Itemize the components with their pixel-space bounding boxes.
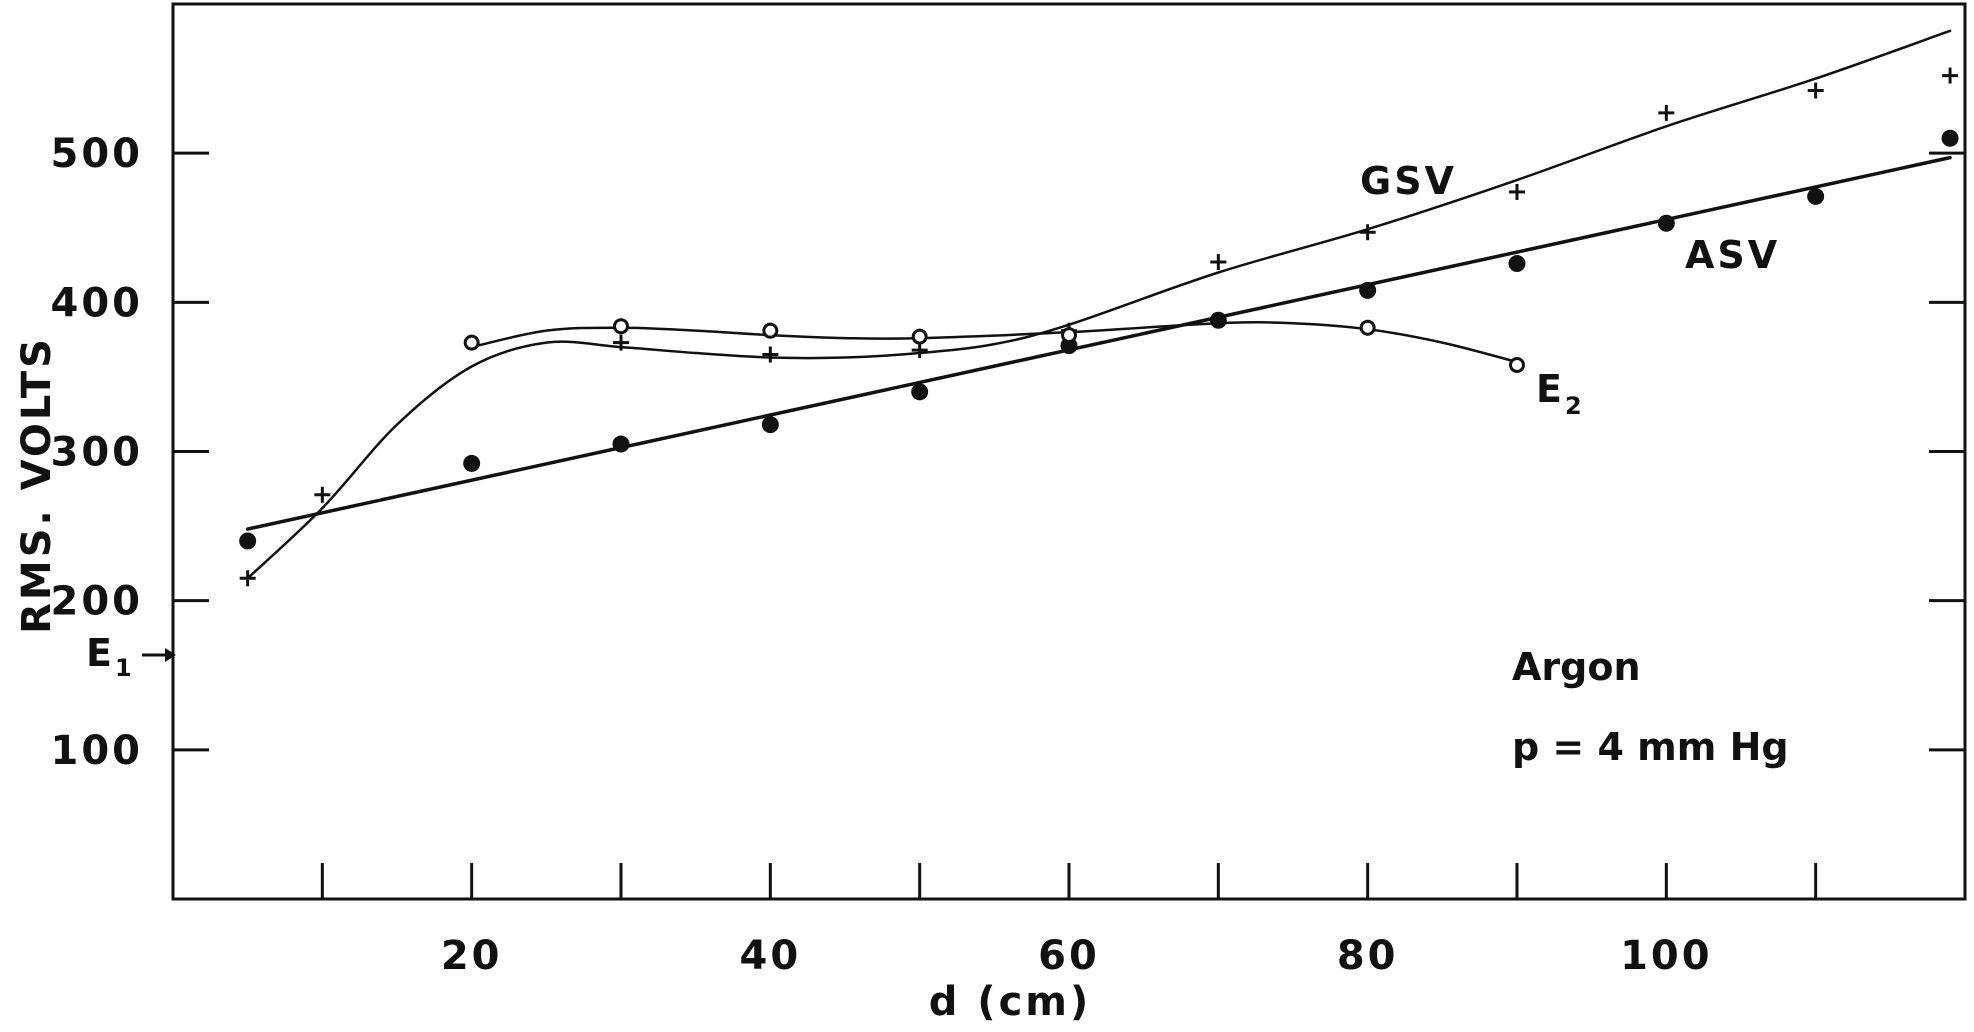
data-marks [239,68,1958,587]
point-e2-20 [465,336,478,349]
point-e2-50 [913,330,926,343]
series-label-e2-subscript: 2 [1565,392,1585,420]
fit-asv [248,158,1950,529]
e1-label: E1 [86,631,135,682]
point-e2-30 [615,320,628,333]
y-ticks: 100 200 300 400 500 [51,131,1966,774]
point-gsv-10 [314,487,330,503]
series-label-gsv: GSV [1360,159,1457,203]
point-asv-90 [1509,255,1526,272]
annotation-gas: Argon [1512,645,1641,689]
fit-lines [248,31,1950,578]
point-asv-30 [613,436,630,453]
y-tick-label-100: 100 [51,728,144,774]
y-axis-title: RMS. VOLTS [14,336,60,634]
point-asv-50 [911,383,928,400]
point-asv-80 [1359,282,1376,299]
point-gsv-119 [1942,68,1958,84]
point-asv-40 [762,416,779,433]
x-tick-label-100: 100 [1620,933,1713,979]
series-label-e2: E2 [1536,367,1585,420]
annotation-pressure: p = 4 mm Hg [1512,725,1789,769]
e1-label-subscript: 1 [115,654,135,682]
x-ticks: 20 40 60 80 100 [322,863,1815,979]
point-e2-90 [1511,358,1524,371]
x-tick-label-20: 20 [441,933,503,979]
y-tick-label-200: 200 [51,579,144,625]
point-e2-40 [764,324,777,337]
point-e2-80 [1361,321,1374,334]
e1-label-base: E [86,631,115,675]
point-gsv-100 [1658,105,1674,121]
y-tick-label-400: 400 [51,280,144,326]
y-tick-label-500: 500 [51,131,144,177]
x-tick-label-80: 80 [1337,933,1399,979]
point-gsv-40 [762,347,778,363]
x-tick-label-40: 40 [739,933,801,979]
point-gsv-70 [1210,254,1226,270]
point-asv-110 [1807,188,1824,205]
series-label-e2-base: E [1536,367,1565,411]
point-asv-119 [1942,130,1959,147]
point-asv-5 [239,533,256,550]
x-axis-title: d (cm) [929,979,1092,1025]
y-tick-label-300: 300 [51,430,144,476]
series-label-asv: ASV [1685,233,1780,277]
point-asv-20 [463,455,480,472]
point-asv-70 [1210,312,1227,329]
x-tick-label-60: 60 [1038,933,1100,979]
e1-marker: E1 [86,631,176,682]
point-gsv-90 [1509,184,1525,200]
fit-gsv [248,31,1950,578]
point-e2-60 [1063,329,1076,342]
point-asv-100 [1658,215,1675,232]
point-gsv-110 [1808,83,1824,99]
